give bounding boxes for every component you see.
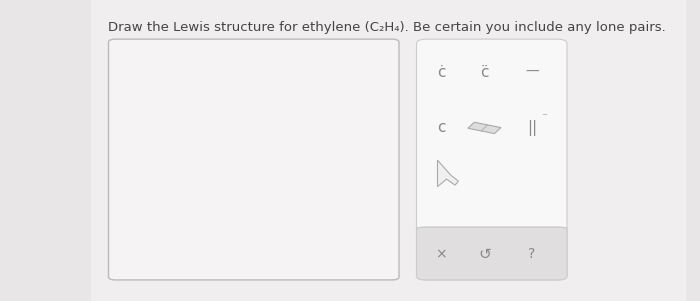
Polygon shape	[468, 122, 501, 134]
FancyBboxPatch shape	[108, 39, 399, 280]
Text: ||: ||	[527, 120, 537, 136]
FancyBboxPatch shape	[14, 0, 686, 301]
Polygon shape	[438, 160, 458, 187]
Text: ?: ?	[528, 247, 536, 261]
Text: Draw the Lewis structure for ethylene (C₂H₄). Be certain you include any lone pa: Draw the Lewis structure for ethylene (C…	[108, 21, 666, 34]
Text: ×: ×	[435, 247, 447, 261]
Text: ċ: ċ	[437, 65, 445, 80]
FancyBboxPatch shape	[0, 0, 91, 301]
Text: c̈: c̈	[480, 65, 489, 80]
Text: ⁻: ⁻	[542, 112, 547, 123]
FancyBboxPatch shape	[416, 39, 567, 280]
Text: —: —	[525, 65, 539, 79]
Text: ↺: ↺	[478, 247, 491, 262]
Text: c: c	[437, 120, 445, 135]
FancyBboxPatch shape	[416, 227, 567, 280]
